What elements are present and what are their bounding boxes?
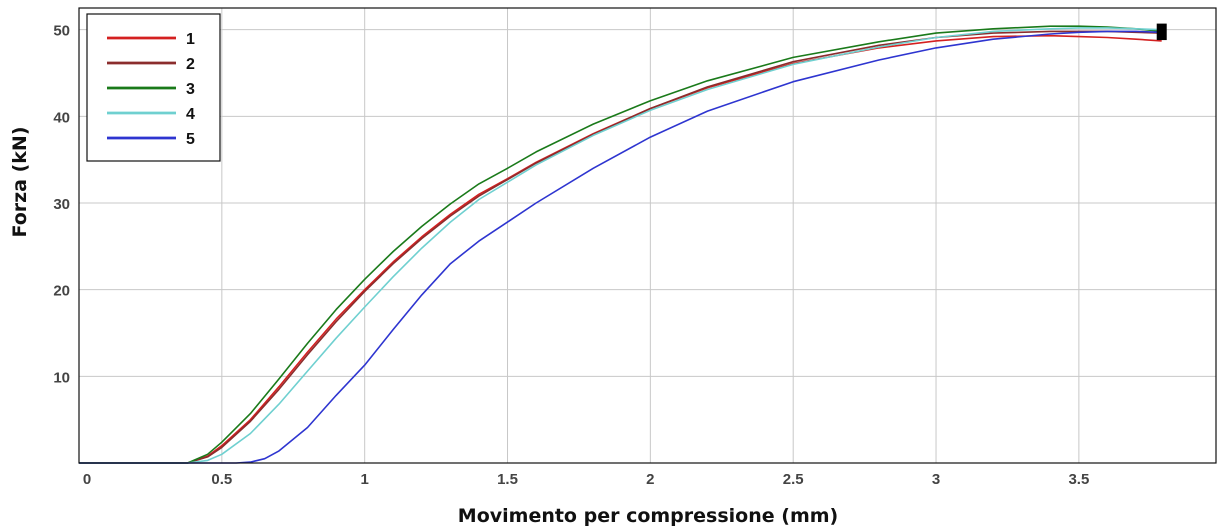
x-tick-label: 3 — [932, 471, 940, 488]
y-tick-label: 30 — [53, 196, 70, 213]
grid — [79, 8, 1216, 463]
legend-label-1: 1 — [186, 31, 195, 48]
y-tick-label: 20 — [53, 283, 70, 300]
series-line-2 — [79, 30, 1162, 464]
y-tick-labels: 10 20 30 40 50 — [53, 23, 70, 387]
legend-label-5: 5 — [186, 131, 195, 148]
x-axis-title: Movimento per compressione (mm) — [458, 505, 838, 527]
end-marker-bar — [1156, 23, 1167, 41]
y-tick-label: 10 — [53, 369, 70, 386]
legend-label-2: 2 — [186, 56, 195, 73]
x-tick-label: 2.5 — [783, 471, 804, 488]
series-line-5 — [79, 30, 1162, 464]
x-tick-label: 0 — [83, 471, 91, 488]
y-axis-title: Forza (kN) — [9, 126, 31, 237]
x-tick-label: 2 — [646, 471, 654, 488]
end-marker — [1156, 23, 1167, 41]
x-tick-label: 0.5 — [211, 471, 232, 488]
x-tick-labels: 0 0.5 1 1.5 2 2.5 3 3.5 — [83, 471, 1089, 488]
series-line-4 — [79, 27, 1162, 464]
legend-label-4: 4 — [186, 106, 195, 123]
x-tick-label: 1.5 — [497, 471, 518, 488]
y-tick-label: 40 — [53, 109, 70, 126]
series-line-3 — [79, 25, 1162, 464]
legend-label-3: 3 — [186, 81, 195, 98]
x-tick-label: 1 — [361, 471, 369, 488]
x-tick-label: 3.5 — [1068, 471, 1089, 488]
y-tick-label: 50 — [53, 23, 70, 40]
plot-frame — [78, 7, 1217, 464]
legend: 1 2 3 4 5 — [86, 13, 221, 162]
series-layer — [79, 25, 1162, 464]
